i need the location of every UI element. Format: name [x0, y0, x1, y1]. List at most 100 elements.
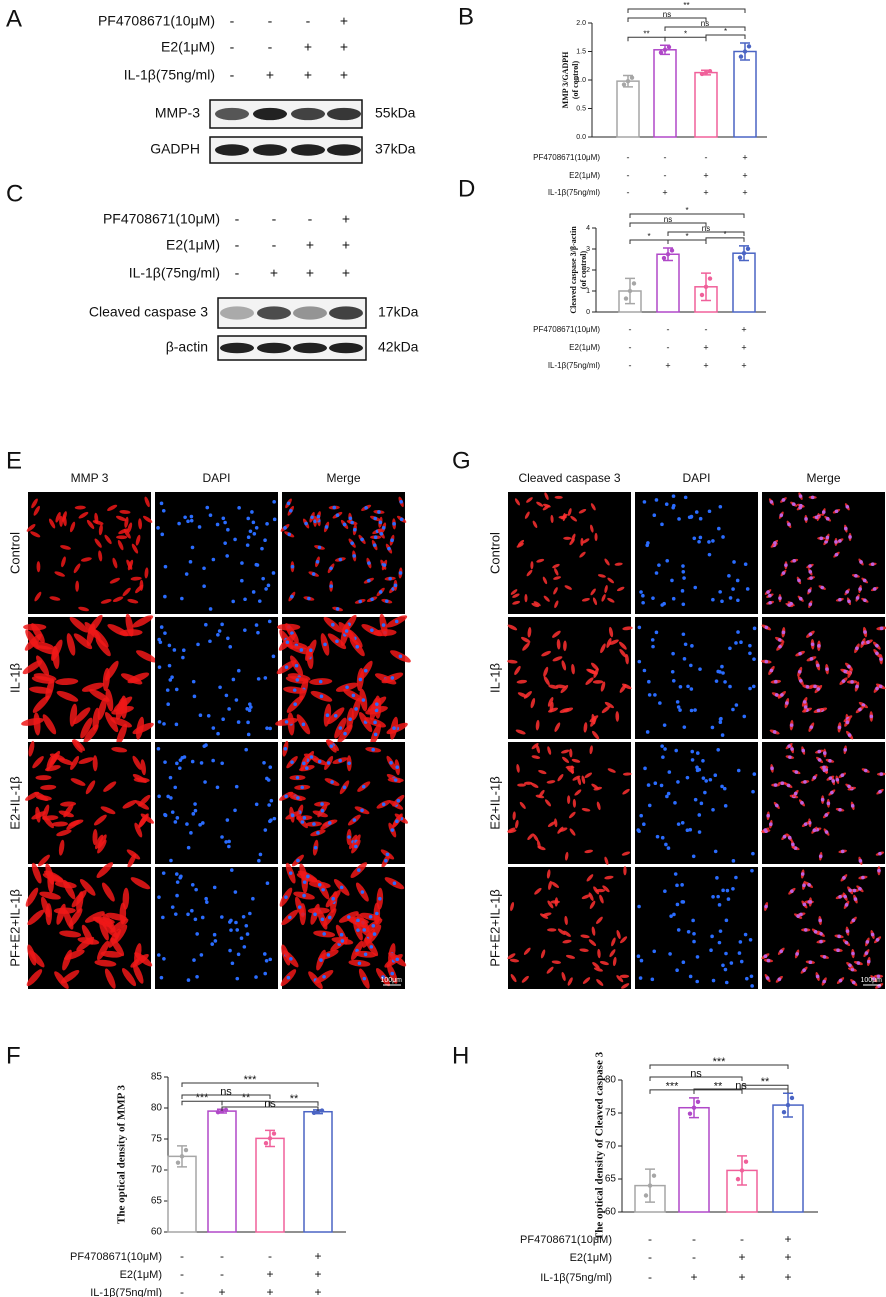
data-point — [183, 1147, 189, 1153]
cell-signal — [44, 870, 64, 883]
nucleus — [302, 893, 306, 898]
cell-signal — [122, 587, 131, 597]
nucleus — [208, 639, 212, 644]
nucleus — [707, 540, 711, 544]
nucleus — [879, 657, 883, 661]
row-label: E2+IL-1β — [487, 776, 502, 829]
cell-signal — [132, 755, 142, 770]
nucleus — [297, 905, 302, 909]
nucleus — [718, 720, 723, 725]
nucleus — [191, 812, 196, 816]
cell-signal — [69, 616, 89, 633]
cell-signal — [51, 821, 68, 827]
nucleus — [254, 623, 259, 627]
nucleus — [781, 630, 786, 635]
cell-signal — [49, 596, 61, 601]
nucleus — [863, 768, 868, 773]
nucleus — [724, 951, 728, 956]
nucleus — [812, 828, 817, 833]
nucleus — [271, 571, 276, 575]
nucleus — [848, 963, 852, 968]
nucleus — [342, 785, 347, 790]
nucleus — [768, 600, 772, 605]
treatment-sign: + — [741, 360, 746, 370]
nucleus — [769, 822, 773, 827]
nucleus — [802, 700, 807, 704]
nucleus — [230, 961, 235, 966]
nucleus — [765, 976, 770, 980]
cell-signal — [26, 523, 36, 532]
cell-signal — [61, 511, 67, 522]
nucleus — [267, 619, 272, 624]
nucleus — [866, 959, 871, 964]
nucleus — [748, 686, 752, 691]
nucleus — [192, 958, 196, 962]
cell-signal — [49, 753, 66, 761]
nucleus — [728, 596, 733, 600]
significance-bracket — [705, 237, 745, 242]
nucleus — [220, 622, 224, 627]
cell-signal — [78, 511, 89, 519]
micrograph-bg — [282, 492, 405, 614]
nucleus — [814, 515, 819, 520]
nucleus — [651, 644, 655, 649]
cell-signal — [92, 707, 100, 731]
nucleus — [682, 657, 687, 661]
data-point — [643, 1193, 649, 1198]
cell-signal — [517, 783, 526, 787]
nucleus — [360, 808, 364, 813]
nucleus — [364, 506, 368, 510]
nucleus — [682, 576, 686, 580]
treatment-sign: + — [784, 1270, 791, 1284]
cell-signal — [532, 833, 539, 842]
cell-signal — [509, 958, 520, 963]
nucleus — [234, 698, 239, 702]
nucleus — [243, 597, 247, 602]
nucleus — [683, 642, 688, 647]
cell-signal — [31, 676, 55, 684]
nucleus — [237, 506, 241, 510]
nucleus — [752, 657, 756, 661]
nucleus — [711, 894, 715, 899]
cell-signal — [111, 706, 134, 715]
cell-signal — [32, 756, 44, 769]
nucleus — [690, 644, 694, 648]
treatment-sign: - — [629, 342, 632, 352]
nucleus — [193, 808, 198, 813]
cell-signal — [601, 705, 611, 714]
nucleus — [653, 781, 658, 786]
cell-signal — [24, 633, 42, 651]
cell-signal — [95, 637, 111, 657]
nucleus — [710, 934, 714, 939]
cell-signal — [590, 503, 596, 511]
nucleus — [707, 552, 712, 557]
nucleus — [822, 751, 827, 755]
nucleus — [300, 820, 305, 824]
nucleus — [675, 883, 679, 888]
nucleus — [708, 777, 713, 782]
nucleus — [845, 504, 850, 509]
nucleus — [170, 675, 174, 679]
nucleus — [347, 835, 351, 839]
nucleus — [268, 819, 272, 824]
cell-signal — [590, 524, 594, 533]
nucleus — [393, 583, 398, 588]
nucleus — [856, 961, 861, 965]
cell-signal — [604, 585, 608, 594]
treatment-label: E2(1μM) — [161, 39, 215, 55]
data-point — [741, 251, 747, 256]
nucleus — [671, 678, 676, 683]
nucleus — [234, 784, 239, 789]
nucleus — [766, 813, 770, 818]
nucleus — [809, 576, 813, 580]
nucleus — [211, 726, 216, 730]
cell-signal — [112, 596, 124, 603]
nucleus — [676, 705, 681, 709]
nucleus — [356, 928, 360, 932]
treatment-label: E2(1μM) — [166, 237, 220, 253]
cell-signal — [601, 594, 606, 602]
cell-signal — [35, 775, 52, 781]
nucleus — [646, 783, 651, 787]
nucleus — [659, 783, 664, 788]
nucleus — [352, 818, 357, 822]
